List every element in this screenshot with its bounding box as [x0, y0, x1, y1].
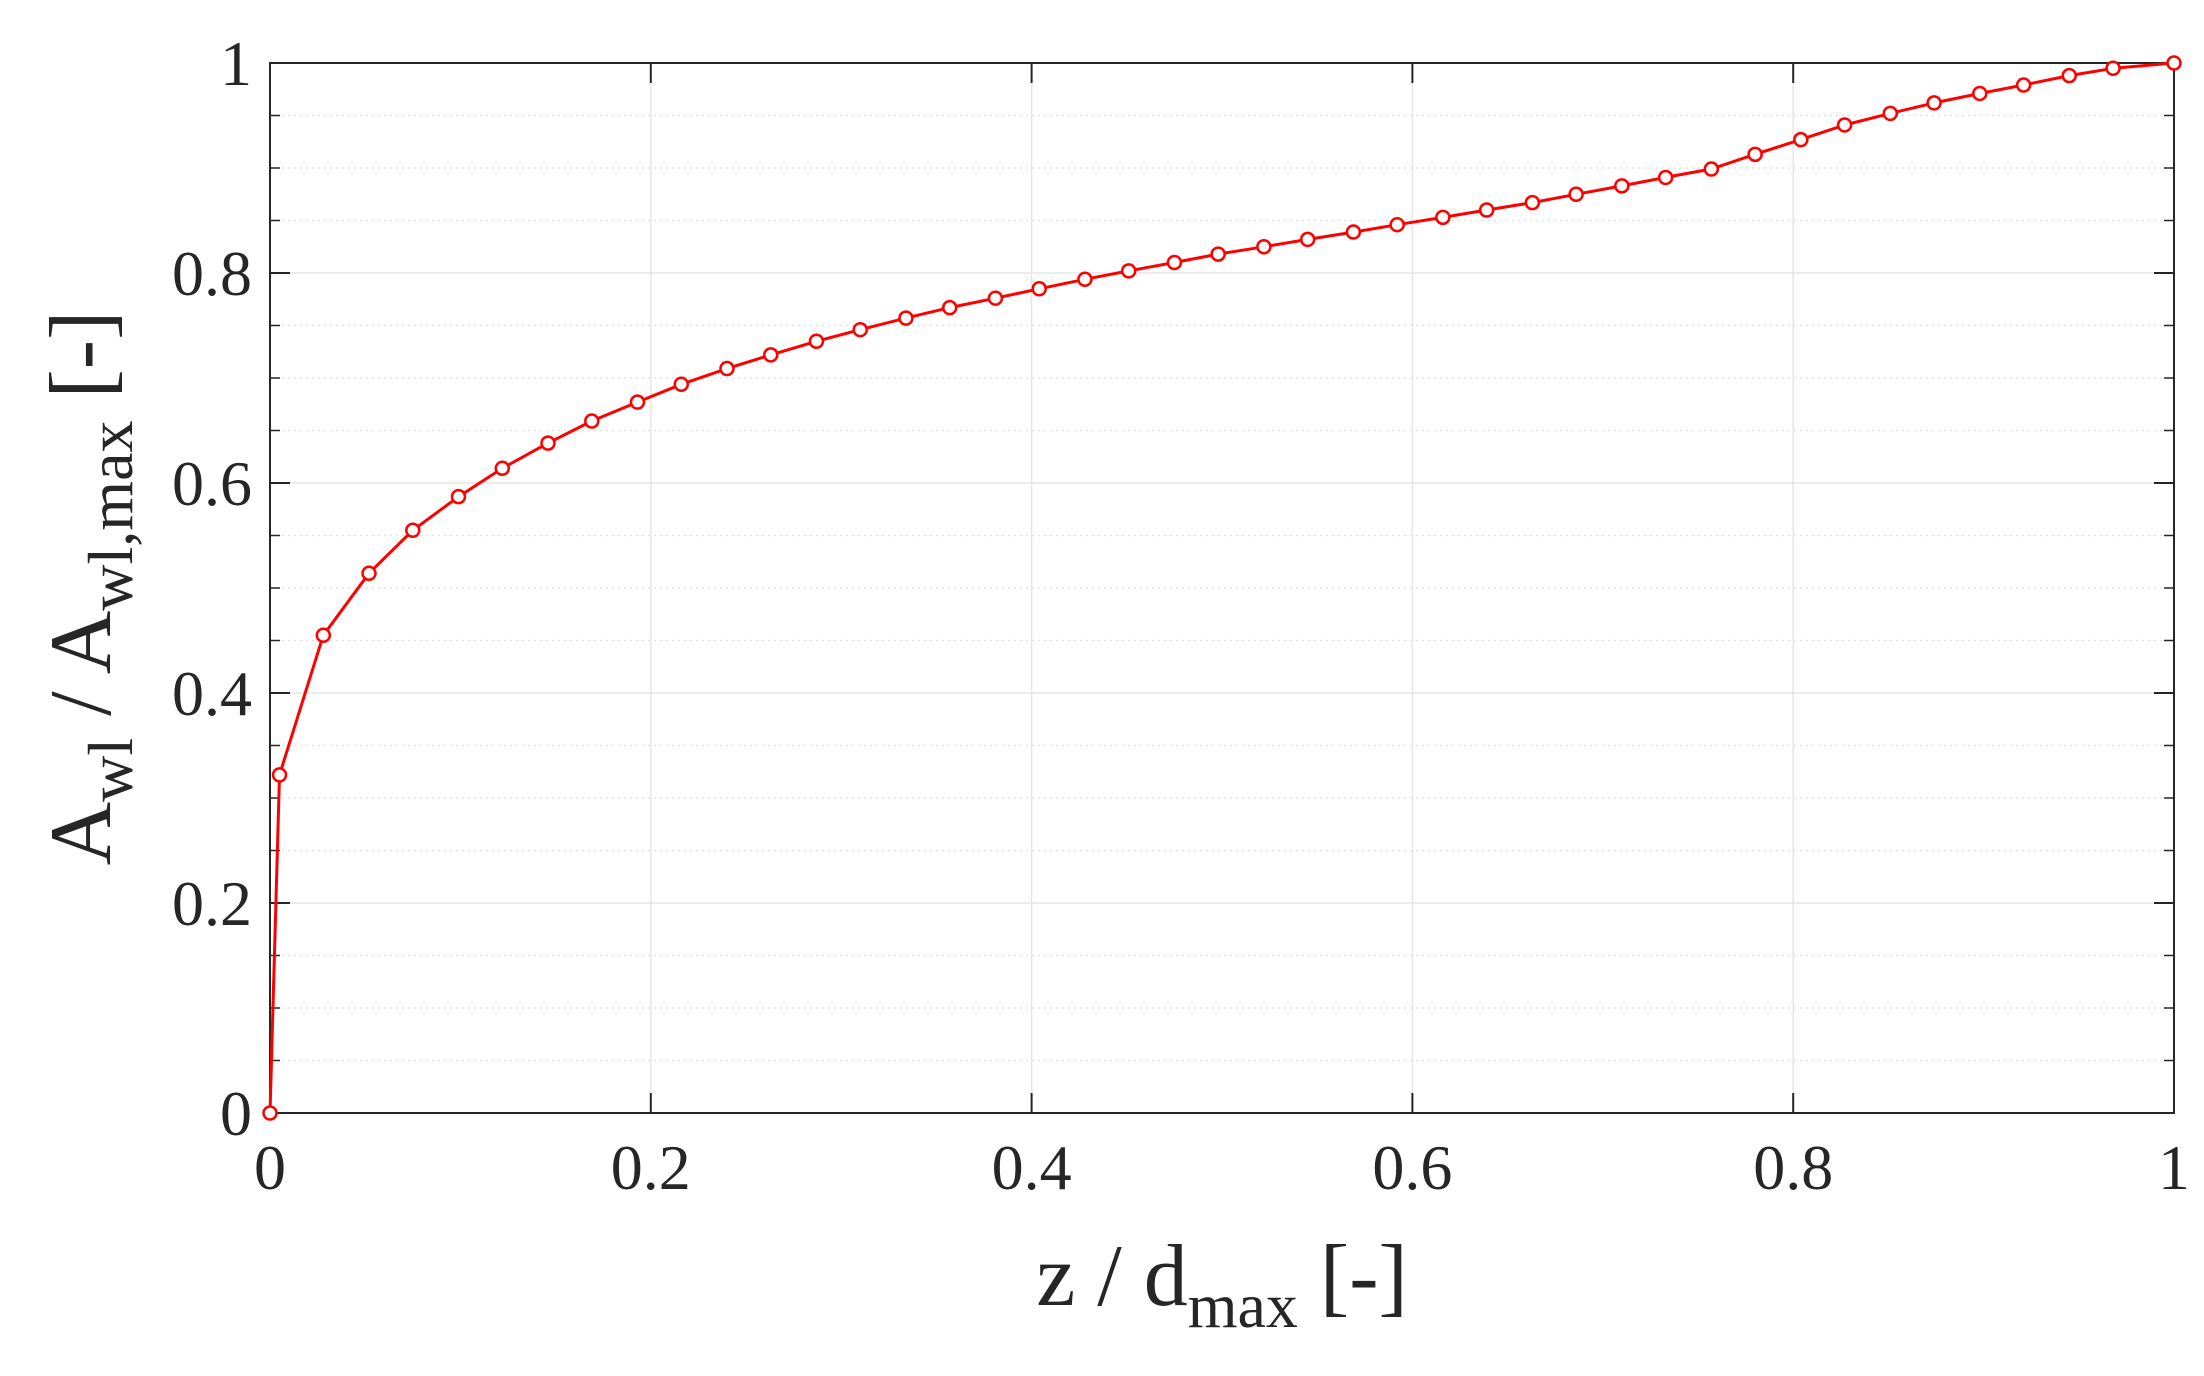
data-point — [1077, 271, 1093, 288]
data-point — [494, 460, 511, 477]
y-tick-label: 0.2 — [172, 868, 252, 939]
data-point — [1524, 194, 1541, 211]
data-point — [1793, 131, 1809, 148]
data-point — [1210, 246, 1226, 262]
x-axis-label: z / dmax [-] — [1036, 1228, 1408, 1341]
y-axis-label: Awl / Awl,max [-] — [33, 311, 146, 866]
data-point — [584, 413, 600, 429]
data-point — [540, 435, 556, 451]
data-point — [987, 290, 1004, 306]
data-point — [1657, 169, 1674, 186]
data-point — [1166, 254, 1183, 271]
data-point — [271, 767, 288, 783]
data-point — [315, 627, 332, 643]
data-point — [673, 376, 690, 393]
data-point — [719, 360, 735, 377]
data-point — [1836, 117, 1853, 133]
data-point — [1435, 209, 1451, 226]
x-axis-label-suffix: [-] — [1298, 1228, 1408, 1325]
y-tick-label: 0.4 — [172, 658, 252, 729]
axis-ticks — [269, 62, 2175, 1114]
y-axis-label-sub2: wl,max — [75, 421, 146, 611]
data-point — [2061, 67, 2078, 84]
data-point — [1031, 281, 1047, 297]
data-point — [1972, 85, 1988, 102]
data-point — [898, 310, 914, 326]
data-point — [1120, 263, 1137, 279]
data-point — [1345, 224, 1362, 240]
y-tick-label: 0 — [220, 1078, 252, 1149]
x-tick-label: 0.2 — [611, 1132, 691, 1203]
data-point — [808, 333, 825, 349]
data-point — [450, 488, 467, 505]
data-point — [2166, 55, 2182, 71]
y-tick-label: 0.6 — [172, 448, 252, 519]
x-tick-label: 0.4 — [992, 1132, 1072, 1203]
data-point — [1478, 202, 1495, 218]
x-axis-label-sub: max — [1188, 1270, 1298, 1341]
y-axis-label-sub1: wl — [75, 738, 146, 802]
x-tick-label: 0.8 — [1753, 1132, 1833, 1203]
x-tick-label: 0.6 — [1372, 1132, 1452, 1203]
tick-labels: 0 0.2 0.4 0.6 0.8 1 0 0.2 0.4 0.6 0.8 1 — [172, 28, 2190, 1203]
data-point — [1389, 216, 1405, 233]
x-tick-label: 1 — [2158, 1132, 2190, 1203]
series-line — [268, 61, 2175, 1114]
y-axis-label-suffix: [-] — [33, 311, 130, 421]
y-tick-label: 1 — [220, 28, 252, 99]
data-point — [1926, 95, 1942, 111]
data-point — [763, 347, 779, 363]
data-point — [1882, 105, 1899, 122]
data-point — [1568, 186, 1584, 202]
series — [262, 55, 2182, 1121]
data-point — [262, 1105, 278, 1121]
data-point — [1256, 239, 1272, 255]
plot-area-frame — [269, 62, 2175, 1114]
y-tick-label: 0.8 — [172, 238, 252, 309]
data-point — [941, 299, 958, 316]
data-point — [1703, 161, 1720, 177]
x-tick-label: 0 — [254, 1132, 286, 1203]
x-axis-label-main: z / d — [1036, 1228, 1188, 1325]
data-point — [629, 394, 646, 410]
data-point — [1747, 146, 1763, 163]
data-point — [2105, 60, 2121, 76]
data-point — [361, 565, 377, 582]
data-point — [2015, 77, 2032, 93]
data-point — [852, 321, 868, 338]
data-point — [1614, 178, 1630, 194]
data-point — [405, 522, 421, 538]
grid — [270, 63, 2174, 1113]
y-axis-label-mid: / A — [33, 611, 130, 738]
y-axis-label-main1: A — [33, 802, 130, 866]
data-point — [1299, 231, 1316, 248]
